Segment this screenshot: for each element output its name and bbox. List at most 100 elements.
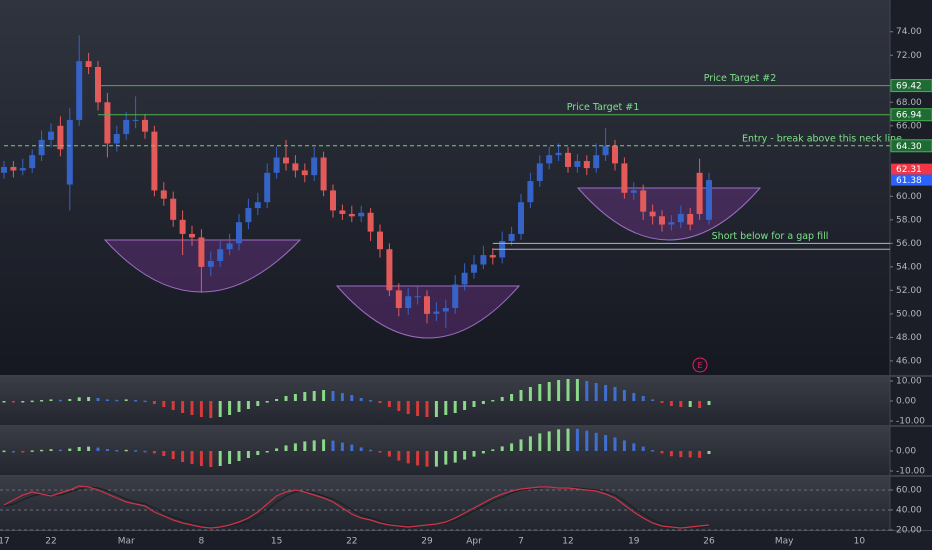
histogram-bar xyxy=(369,449,373,452)
candle-body xyxy=(245,208,252,223)
candle-body xyxy=(104,102,111,144)
histogram-bar xyxy=(87,446,91,451)
candle-body xyxy=(236,222,242,244)
candle-body xyxy=(565,152,571,167)
histogram-bar xyxy=(40,400,44,402)
level-label-box xyxy=(890,108,932,122)
y-tick-label: 58.00 xyxy=(896,215,922,225)
level-label: 66.94 xyxy=(896,111,922,121)
histogram-bar xyxy=(11,401,15,403)
histogram-bar xyxy=(340,442,344,451)
histogram-bar xyxy=(387,401,391,407)
price-label-box xyxy=(891,163,932,175)
x-tick-label: 22 xyxy=(45,537,56,547)
candle-body xyxy=(471,264,477,273)
histogram-bar xyxy=(124,399,128,401)
candle-body xyxy=(123,119,130,135)
candle-body xyxy=(264,172,271,203)
histogram-bar xyxy=(87,397,91,401)
histogram-bar xyxy=(444,451,448,465)
y-tick-label: 54.00 xyxy=(896,262,922,272)
histogram-bar xyxy=(143,450,147,453)
candle-body xyxy=(508,233,515,241)
histogram-bar xyxy=(350,444,354,451)
candle-body xyxy=(414,296,421,298)
earnings-label[interactable]: E xyxy=(697,361,702,370)
candle-body xyxy=(593,155,600,169)
histogram-bar xyxy=(575,379,579,401)
x-tick-label: 29 xyxy=(421,537,433,547)
annotation: Price Target #1 xyxy=(567,102,640,113)
candle-body xyxy=(48,131,54,140)
earnings-marker[interactable] xyxy=(692,357,708,373)
histogram-bar xyxy=(679,451,683,458)
histogram-bar xyxy=(528,387,532,401)
histogram-bar xyxy=(434,401,438,417)
candle-body xyxy=(668,222,675,225)
histogram-bar xyxy=(134,450,138,452)
candle-body xyxy=(630,190,637,193)
histogram-bar xyxy=(359,447,363,451)
candle-body xyxy=(85,61,92,68)
histogram-bar xyxy=(30,400,34,403)
histogram-bar xyxy=(312,391,316,401)
histogram-bar xyxy=(190,451,194,464)
candle-body xyxy=(10,166,17,171)
histogram-bar xyxy=(641,396,645,401)
histogram-bar xyxy=(585,430,589,451)
histogram-bar xyxy=(162,451,166,456)
histogram-bar xyxy=(49,399,53,401)
candle-body xyxy=(132,119,139,121)
histogram-bar xyxy=(378,401,382,403)
x-tick-label: 26 xyxy=(703,537,715,547)
histogram-bar xyxy=(472,401,476,407)
histogram-bar xyxy=(171,451,175,459)
y-tick-label: 66.00 xyxy=(896,121,922,131)
candle-body xyxy=(1,166,7,173)
histogram-bar xyxy=(246,451,250,458)
rounded-bottom xyxy=(576,187,762,241)
histogram-bar xyxy=(58,449,62,452)
y-tick-label: 0.00 xyxy=(896,397,916,407)
histogram-bar xyxy=(641,446,645,451)
histogram-bar xyxy=(303,441,307,451)
histogram-bar xyxy=(538,433,542,451)
histogram-bar xyxy=(481,451,485,454)
candle-body xyxy=(311,157,318,176)
histogram-bar xyxy=(416,401,420,416)
histogram-bar xyxy=(331,391,335,401)
histogram-bar xyxy=(669,401,673,406)
histogram-bar xyxy=(481,401,485,404)
candle-body xyxy=(95,67,101,103)
x-tick-label: 17 xyxy=(0,537,10,547)
candle-body xyxy=(226,243,233,250)
histogram-bar xyxy=(275,448,279,451)
candle-body xyxy=(170,198,177,220)
x-tick-label: 22 xyxy=(346,537,357,547)
histogram-bar xyxy=(425,401,429,417)
candle-body xyxy=(405,296,412,308)
y-tick-label: 52.00 xyxy=(896,286,922,296)
histogram-bar xyxy=(312,440,316,451)
histogram-bar xyxy=(669,451,673,457)
level-label-box xyxy=(890,139,932,153)
candle-body xyxy=(452,284,459,308)
x-tick-label: 12 xyxy=(562,537,573,547)
histogram-bar xyxy=(519,390,523,401)
candle-body xyxy=(358,212,365,217)
histogram-bar xyxy=(284,445,288,451)
candle-body xyxy=(386,249,393,291)
candle-body xyxy=(76,61,83,120)
histogram-bar xyxy=(359,398,363,401)
price-label: 61.38 xyxy=(896,176,922,186)
histogram-bar xyxy=(557,429,561,451)
candle-body xyxy=(546,155,553,164)
histogram-bar xyxy=(265,451,269,453)
histogram-bar xyxy=(444,401,448,415)
candle-body xyxy=(38,139,45,156)
candle-body xyxy=(574,161,581,167)
candle-body xyxy=(189,233,195,238)
x-tick-label: May xyxy=(775,537,794,547)
histogram-bar xyxy=(397,451,401,461)
histogram-bar xyxy=(284,396,288,401)
